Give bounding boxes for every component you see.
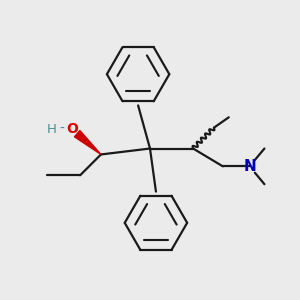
Polygon shape [74, 130, 101, 154]
Text: N: N [243, 159, 256, 174]
Text: -: - [59, 122, 64, 136]
Text: H: H [47, 123, 57, 136]
Text: O: O [66, 122, 78, 136]
